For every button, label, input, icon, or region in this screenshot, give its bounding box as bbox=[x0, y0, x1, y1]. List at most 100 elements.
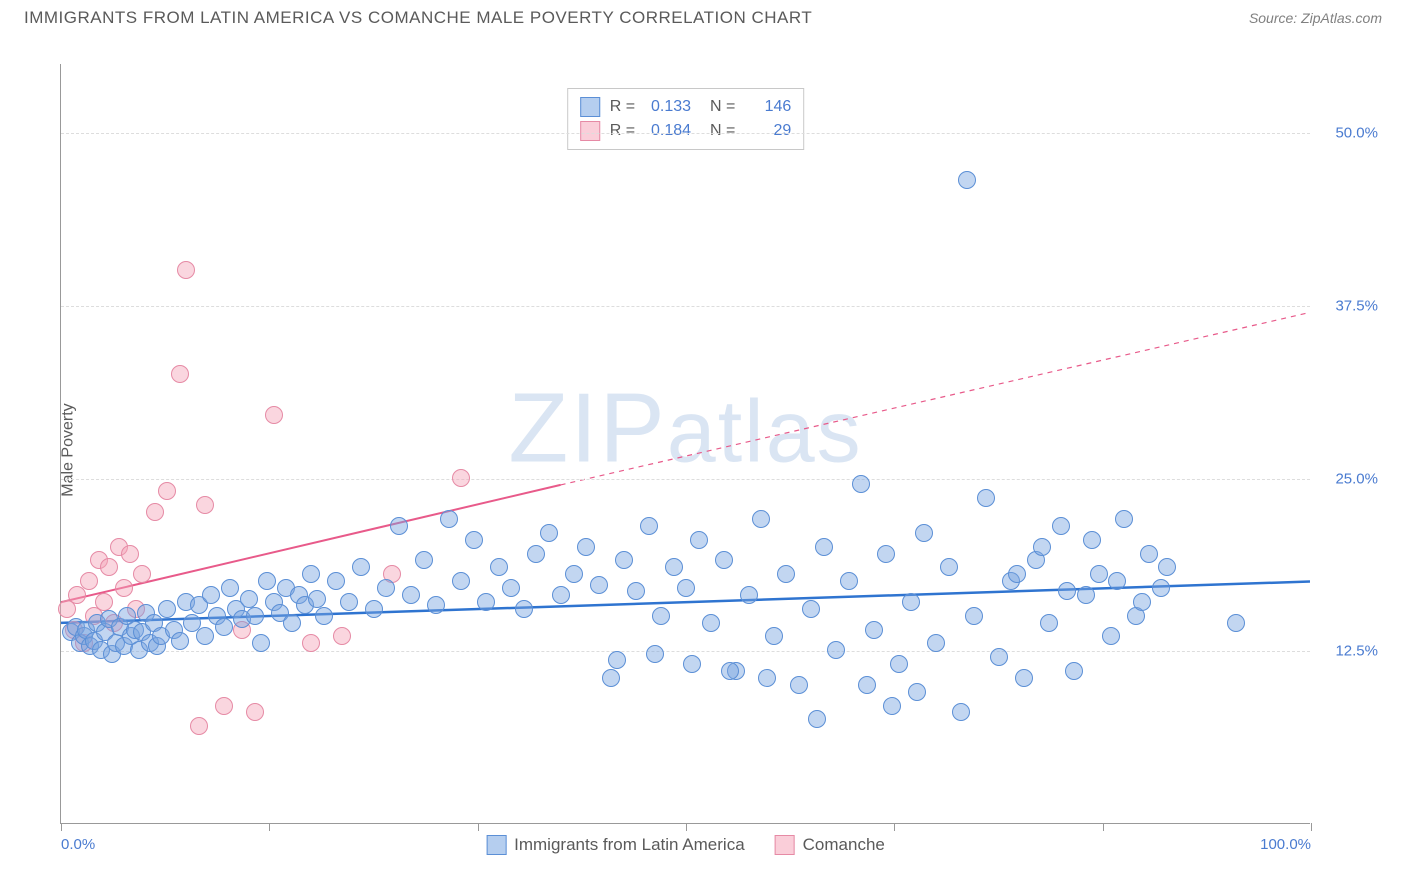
data-point bbox=[652, 607, 670, 625]
data-point bbox=[683, 655, 701, 673]
data-point bbox=[1015, 669, 1033, 687]
data-point bbox=[777, 565, 795, 583]
xtick bbox=[894, 823, 895, 831]
data-point bbox=[1077, 586, 1095, 604]
data-point bbox=[752, 510, 770, 528]
data-point bbox=[702, 614, 720, 632]
data-point bbox=[902, 593, 920, 611]
data-point bbox=[915, 524, 933, 542]
data-point bbox=[440, 510, 458, 528]
data-point bbox=[815, 538, 833, 556]
data-point bbox=[215, 697, 233, 715]
data-point bbox=[477, 593, 495, 611]
gridline bbox=[61, 133, 1310, 134]
data-point bbox=[402, 586, 420, 604]
swatch-a bbox=[580, 97, 600, 117]
watermark: ZIPatlas bbox=[508, 372, 862, 485]
xtick bbox=[1311, 823, 1312, 831]
data-point bbox=[265, 406, 283, 424]
data-point bbox=[627, 582, 645, 600]
data-point bbox=[80, 572, 98, 590]
data-point bbox=[590, 576, 608, 594]
data-point bbox=[1133, 593, 1151, 611]
data-point bbox=[202, 586, 220, 604]
data-point bbox=[577, 538, 595, 556]
r-value-b: 0.184 bbox=[645, 119, 691, 143]
data-point bbox=[196, 627, 214, 645]
data-point bbox=[352, 558, 370, 576]
swatch-b bbox=[580, 121, 600, 141]
stats-legend-box: R =0.133 N =146 R =0.184 N =29 bbox=[567, 88, 805, 150]
data-point bbox=[1140, 545, 1158, 563]
data-point bbox=[246, 703, 264, 721]
data-point bbox=[1033, 538, 1051, 556]
data-point bbox=[452, 572, 470, 590]
data-point bbox=[940, 558, 958, 576]
chart-container: Male Poverty ZIPatlas R =0.133 N =146 R … bbox=[24, 40, 1382, 860]
data-point bbox=[1152, 579, 1170, 597]
data-point bbox=[552, 586, 570, 604]
n-value-a: 146 bbox=[745, 95, 791, 119]
data-point bbox=[283, 614, 301, 632]
data-point bbox=[115, 579, 133, 597]
xtick bbox=[686, 823, 687, 831]
ytick-label: 50.0% bbox=[1318, 125, 1378, 142]
data-point bbox=[302, 565, 320, 583]
stats-row-b: R =0.184 N =29 bbox=[580, 119, 792, 143]
data-point bbox=[952, 703, 970, 721]
data-point bbox=[877, 545, 895, 563]
data-point bbox=[246, 607, 264, 625]
data-point bbox=[1115, 510, 1133, 528]
swatch-b-icon bbox=[775, 835, 795, 855]
bottom-legend: Immigrants from Latin America Comanche bbox=[486, 835, 885, 855]
data-point bbox=[690, 531, 708, 549]
data-point bbox=[308, 590, 326, 608]
data-point bbox=[715, 551, 733, 569]
data-point bbox=[790, 676, 808, 694]
data-point bbox=[390, 517, 408, 535]
data-point bbox=[258, 572, 276, 590]
data-point bbox=[177, 261, 195, 279]
data-point bbox=[540, 524, 558, 542]
data-point bbox=[340, 593, 358, 611]
data-point bbox=[608, 651, 626, 669]
stats-row-a: R =0.133 N =146 bbox=[580, 95, 792, 119]
data-point bbox=[883, 697, 901, 715]
data-point bbox=[527, 545, 545, 563]
data-point bbox=[615, 551, 633, 569]
data-point bbox=[221, 579, 239, 597]
data-point bbox=[740, 586, 758, 604]
data-point bbox=[927, 634, 945, 652]
data-point bbox=[865, 621, 883, 639]
data-point bbox=[146, 503, 164, 521]
data-point bbox=[1058, 582, 1076, 600]
data-point bbox=[452, 469, 470, 487]
data-point bbox=[95, 593, 113, 611]
legend-label-b: Comanche bbox=[803, 835, 885, 855]
data-point bbox=[515, 600, 533, 618]
data-point bbox=[133, 565, 151, 583]
data-point bbox=[565, 565, 583, 583]
gridline bbox=[61, 306, 1310, 307]
data-point bbox=[1052, 517, 1070, 535]
chart-title: IMMIGRANTS FROM LATIN AMERICA VS COMANCH… bbox=[24, 8, 812, 28]
legend-item-a: Immigrants from Latin America bbox=[486, 835, 745, 855]
data-point bbox=[890, 655, 908, 673]
xtick-label-max: 100.0% bbox=[1260, 836, 1311, 853]
data-point bbox=[158, 482, 176, 500]
data-point bbox=[315, 607, 333, 625]
data-point bbox=[858, 676, 876, 694]
data-point bbox=[158, 600, 176, 618]
data-point bbox=[252, 634, 270, 652]
data-point bbox=[100, 558, 118, 576]
xtick bbox=[478, 823, 479, 831]
source-label: Source: ZipAtlas.com bbox=[1249, 10, 1382, 26]
data-point bbox=[977, 489, 995, 507]
data-point bbox=[765, 627, 783, 645]
data-point bbox=[427, 596, 445, 614]
data-point bbox=[808, 710, 826, 728]
data-point bbox=[196, 496, 214, 514]
data-point bbox=[333, 627, 351, 645]
data-point bbox=[602, 669, 620, 687]
data-point bbox=[190, 717, 208, 735]
